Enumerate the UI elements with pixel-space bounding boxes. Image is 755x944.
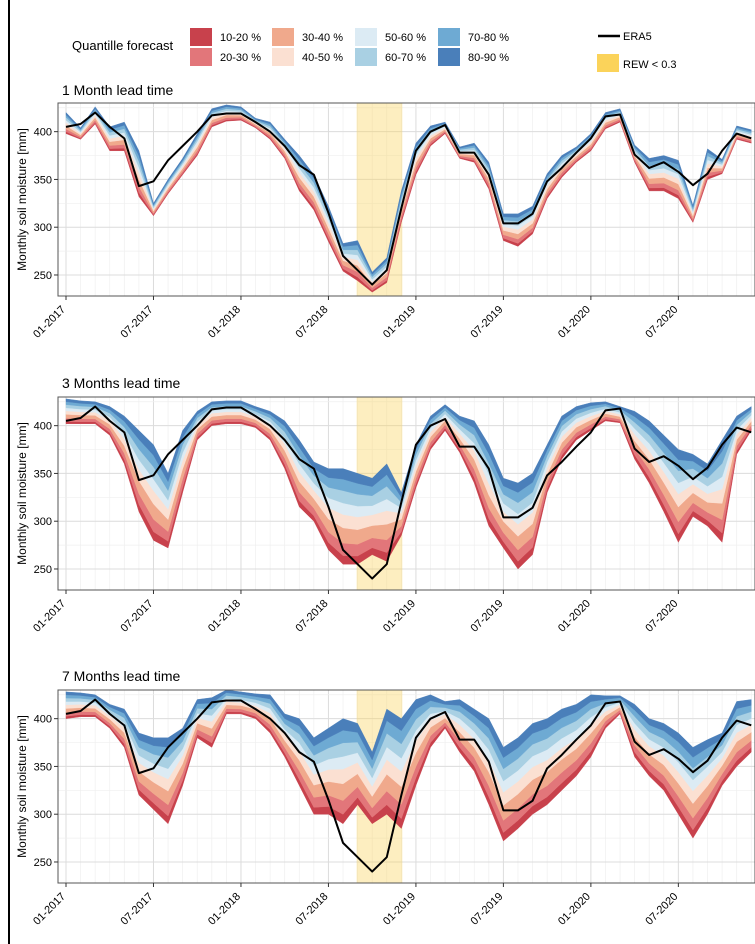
x-tick-label: 07-2017 [119,304,156,341]
plot-border [57,396,755,591]
quantile-band [65,104,752,275]
x-tick-label: 07-2020 [643,891,680,928]
legend: Quantille forecast 10-20 % 20-30 % 30-40 %… [72,28,677,72]
panel-title: 3 Months lead time [62,375,180,391]
era5-line [65,405,752,580]
legend-swatch [355,28,377,46]
x-tick-label: 01-2019 [381,598,418,635]
x-tick-label: 01-2019 [381,304,418,341]
panel-3-months: 3 Months lead time 250 300 350 400 Monthly so… [15,375,755,635]
legend-swatch [272,48,294,66]
legend-label: 70-80 % [468,32,509,44]
x-tick-label: 01-2017 [31,891,68,928]
x-tick-label: 01-2018 [206,598,243,635]
panel-title: 7 Months lead time [62,668,180,684]
x-tick-label: 07-2019 [468,891,505,928]
x-tick-label: 01-2017 [31,304,68,341]
y-tick-label: 250 [34,270,52,282]
x-tick-label: 07-2018 [294,891,331,928]
x-tick-label: 01-2019 [381,891,418,928]
y-tick-label: 350 [34,761,52,773]
legend-label: 20-30 % [220,52,261,64]
x-tick-label: 01-2020 [556,598,593,635]
legend-swatch [190,28,212,46]
y-axis-label: Monthly soil moisture [mm] [15,128,29,271]
y-tick-label: 350 [34,174,52,186]
legend-label: 50-60 % [385,32,426,44]
y-tick-label: 250 [34,564,52,576]
y-tick-label: 400 [34,127,52,139]
x-tick-label: 01-2020 [556,891,593,928]
legend-swatch [272,28,294,46]
y-tick-label: 300 [34,222,52,234]
x-tick-label: 01-2018 [206,891,243,928]
legend-swatch [355,48,377,66]
x-tick-label: 07-2017 [119,598,156,635]
x-tick-label: 01-2018 [206,304,243,341]
legend-swatch [438,48,460,66]
x-tick-label: 01-2017 [31,598,68,635]
legend-rew-label: REW < 0.3 [623,59,677,71]
legend-title: Quantille forecast [72,38,174,53]
y-axis-label: Monthly soil moisture [mm] [15,422,29,565]
x-tick-label: 07-2020 [643,598,680,635]
legend-label: 10-20 % [220,32,261,44]
x-tick-label: 01-2020 [556,304,593,341]
y-tick-label: 300 [34,809,52,821]
legend-rew-swatch [597,54,619,72]
legend-era5-label: ERA5 [623,31,652,43]
plot-border [57,102,755,297]
quantile-band [65,689,752,761]
x-tick-label: 07-2019 [468,598,505,635]
legend-label: 60-70 % [385,52,426,64]
y-tick-label: 400 [34,421,52,433]
legend-label: 80-90 % [468,52,509,64]
panel-title: 1 Month lead time [62,82,173,98]
legend-swatch [438,28,460,46]
x-tick-label: 07-2020 [643,304,680,341]
era5-line [65,698,752,873]
legend-swatch [190,48,212,66]
panel-7-months: 7 Months lead time 250 300 350 400 Monthly so… [15,668,755,928]
quantile-band [65,398,752,498]
y-tick-label: 350 [34,468,52,480]
plot-border [57,689,755,884]
panel-1-month: 1 Month lead time 250 300 350 400 Monthly soi… [15,82,755,341]
x-tick-label: 07-2017 [119,891,156,928]
x-tick-label: 07-2018 [294,598,331,635]
x-tick-label: 07-2018 [294,304,331,341]
x-tick-label: 07-2019 [468,304,505,341]
legend-label: 40-50 % [302,52,343,64]
legend-label: 30-40 % [302,32,343,44]
y-tick-label: 300 [34,516,52,528]
y-axis-label: Monthly soil moisture [mm] [15,715,29,858]
legend-items: 10-20 % 20-30 % 30-40 % 40-50 % 50-60 % 60-70… [190,28,509,66]
y-tick-label: 250 [34,857,52,869]
era5-line [65,111,752,286]
figure-left-border [8,0,10,944]
y-tick-label: 400 [34,714,52,726]
